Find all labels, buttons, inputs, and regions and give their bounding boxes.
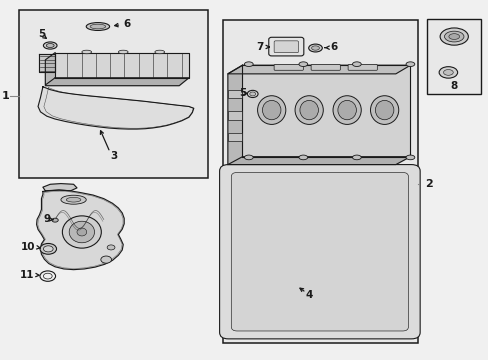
- Ellipse shape: [46, 44, 54, 48]
- Ellipse shape: [249, 92, 255, 96]
- Text: 9: 9: [43, 215, 50, 224]
- Text: 1: 1: [1, 91, 9, 101]
- Polygon shape: [227, 157, 409, 165]
- Bar: [227, 90, 242, 98]
- Ellipse shape: [405, 155, 414, 160]
- Text: 6: 6: [123, 19, 130, 30]
- Polygon shape: [38, 87, 193, 129]
- Ellipse shape: [294, 96, 323, 125]
- Ellipse shape: [43, 42, 57, 49]
- Ellipse shape: [90, 24, 105, 29]
- Ellipse shape: [311, 46, 319, 50]
- Ellipse shape: [308, 44, 322, 52]
- Text: 10: 10: [21, 242, 36, 252]
- Ellipse shape: [155, 50, 164, 54]
- Ellipse shape: [448, 34, 459, 40]
- Ellipse shape: [52, 218, 58, 222]
- FancyBboxPatch shape: [268, 37, 303, 56]
- Bar: [227, 111, 242, 120]
- Ellipse shape: [444, 31, 463, 42]
- Bar: [223, 21, 417, 343]
- Ellipse shape: [438, 67, 457, 78]
- FancyBboxPatch shape: [274, 41, 298, 53]
- Polygon shape: [45, 53, 55, 85]
- Ellipse shape: [262, 100, 281, 120]
- Polygon shape: [39, 54, 55, 72]
- Ellipse shape: [69, 221, 94, 243]
- Ellipse shape: [77, 228, 86, 236]
- Ellipse shape: [298, 155, 307, 160]
- Ellipse shape: [40, 243, 57, 254]
- FancyBboxPatch shape: [310, 64, 340, 70]
- Polygon shape: [37, 190, 124, 270]
- Ellipse shape: [81, 50, 91, 54]
- FancyBboxPatch shape: [347, 64, 377, 70]
- Ellipse shape: [257, 96, 285, 125]
- Ellipse shape: [439, 28, 468, 45]
- Ellipse shape: [370, 96, 398, 125]
- Ellipse shape: [66, 197, 81, 202]
- Ellipse shape: [86, 23, 109, 31]
- Ellipse shape: [443, 69, 452, 75]
- Ellipse shape: [352, 155, 361, 160]
- Ellipse shape: [244, 62, 253, 67]
- Ellipse shape: [62, 216, 101, 248]
- Ellipse shape: [298, 62, 307, 67]
- Ellipse shape: [405, 62, 414, 67]
- Ellipse shape: [101, 256, 111, 263]
- Ellipse shape: [337, 100, 356, 120]
- Ellipse shape: [375, 100, 393, 120]
- Bar: [227, 133, 242, 141]
- FancyBboxPatch shape: [274, 64, 303, 70]
- Ellipse shape: [332, 96, 361, 125]
- Text: 2: 2: [424, 179, 432, 189]
- Text: 3: 3: [110, 150, 117, 161]
- Ellipse shape: [118, 50, 128, 54]
- Text: 4: 4: [305, 291, 313, 301]
- Text: 5: 5: [38, 30, 45, 39]
- Text: 5: 5: [239, 88, 246, 98]
- Polygon shape: [227, 65, 242, 165]
- Polygon shape: [55, 53, 188, 78]
- Ellipse shape: [61, 195, 86, 204]
- Ellipse shape: [352, 62, 361, 67]
- Polygon shape: [45, 78, 188, 86]
- Ellipse shape: [43, 246, 53, 252]
- Ellipse shape: [299, 100, 318, 120]
- Ellipse shape: [247, 90, 258, 98]
- Text: 6: 6: [329, 42, 336, 52]
- Text: 8: 8: [449, 81, 457, 91]
- Ellipse shape: [244, 155, 253, 160]
- Polygon shape: [227, 65, 409, 74]
- Ellipse shape: [107, 245, 115, 250]
- Bar: [427, 19, 480, 94]
- Polygon shape: [242, 65, 409, 157]
- Text: 11: 11: [20, 270, 34, 280]
- Text: 7: 7: [255, 42, 263, 52]
- Bar: [19, 10, 208, 178]
- FancyBboxPatch shape: [231, 172, 407, 331]
- FancyBboxPatch shape: [219, 165, 419, 339]
- Polygon shape: [43, 184, 77, 191]
